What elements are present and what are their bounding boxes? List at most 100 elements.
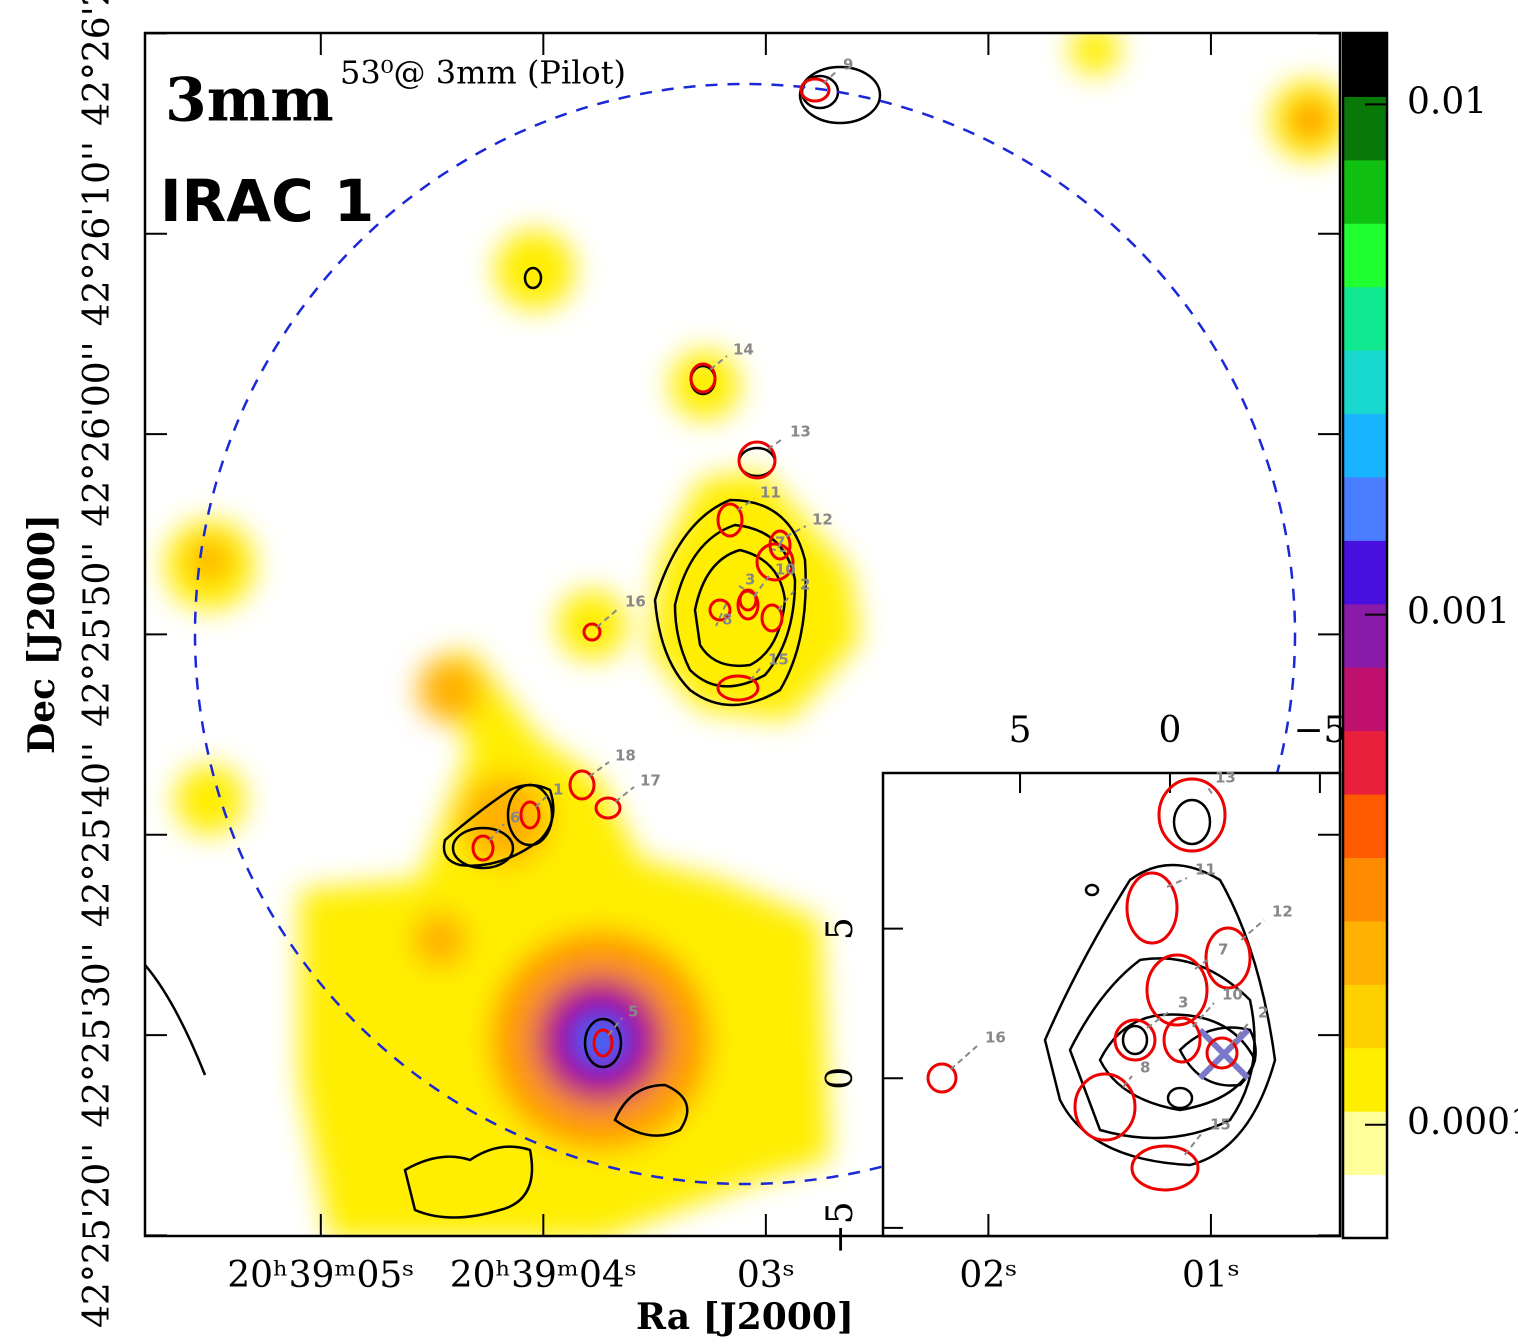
colorbar-swatch — [1343, 413, 1387, 478]
colorbar-swatch — [1343, 33, 1387, 97]
inset-source-ellipse — [1204, 926, 1252, 990]
source-label: 5 — [628, 1003, 638, 1021]
y-tick-label: 42°25'40'' — [77, 742, 118, 927]
source-leader — [607, 1017, 623, 1036]
colorbar-swatch — [1343, 286, 1387, 351]
colorbar-tick-label: 0.0001 — [1407, 1102, 1518, 1143]
beam-label: 53⁰@ 3mm (Pilot) — [340, 54, 626, 92]
source-leader — [753, 575, 770, 598]
source-ellipse — [708, 598, 732, 622]
source-leader — [715, 603, 727, 627]
source-ellipse — [716, 674, 760, 702]
source-ellipse — [568, 769, 596, 801]
y-tick-label: 42°26'00'' — [77, 342, 118, 527]
source-label: 8 — [722, 611, 732, 629]
source-label: 2 — [800, 576, 810, 594]
source-ellipse — [768, 529, 792, 561]
source-leader — [767, 437, 785, 451]
source-leader — [488, 823, 505, 842]
source-ellipse — [689, 362, 717, 394]
inset-source-leader — [1240, 919, 1265, 941]
source-ellipse — [592, 1028, 614, 1058]
y-tick-label: 42°26'10'' — [77, 141, 118, 326]
source-label: 3 — [745, 571, 755, 589]
source-ellipse — [716, 502, 744, 538]
source-label: 11 — [760, 484, 781, 502]
colorbar-frame — [1341, 31, 1389, 1240]
colorbar-swatch — [1343, 730, 1387, 795]
source-label: 15 — [768, 651, 789, 669]
inset-source-label: 7 — [1218, 941, 1228, 959]
y-tick-label: 42°25'30'' — [77, 943, 118, 1128]
inset-source-ellipse — [1113, 1018, 1157, 1062]
x-tick-label: 02ˢ — [959, 1255, 1017, 1296]
source-ellipse — [760, 603, 784, 633]
source-leader — [614, 786, 635, 803]
colorbar-swatch — [1343, 223, 1387, 288]
source-leader — [822, 70, 838, 85]
source-leader — [588, 761, 610, 778]
inset-source-ellipse — [1162, 1016, 1202, 1064]
source-leader — [777, 590, 795, 611]
source-label: 12 — [812, 511, 833, 529]
source-ellipse — [519, 800, 541, 830]
colorbar-swatch — [1343, 794, 1387, 858]
colorbar-swatch — [1343, 350, 1387, 415]
inset-source-label: 8 — [1140, 1059, 1150, 1077]
inset-source-ellipse — [1125, 871, 1179, 945]
inset-source-leader — [1146, 1010, 1171, 1029]
colorbar-swatch — [1343, 603, 1387, 668]
source-leader — [749, 665, 763, 682]
x-tick-label: 01ˢ — [1182, 1255, 1240, 1296]
source-label: 10 — [775, 561, 796, 579]
source-ellipse — [755, 542, 795, 582]
inset-source-leader — [1206, 785, 1213, 794]
colorbar-swatch — [1343, 96, 1387, 161]
inset-source-leader — [1230, 1020, 1251, 1045]
source-label: 18 — [615, 747, 636, 765]
source-ellipse — [582, 622, 602, 642]
colorbar-swatch — [1343, 667, 1387, 732]
inset-source-label: 15 — [1210, 1116, 1231, 1134]
inset-source-leader — [949, 1045, 978, 1071]
colorbar-swatch — [1343, 540, 1387, 605]
source-label: 1 — [553, 781, 563, 799]
source-label: 17 — [640, 772, 661, 790]
colorbar-tick-label: 0.01 — [1407, 81, 1487, 122]
source-label: 6 — [510, 809, 520, 827]
source-ellipse — [736, 589, 760, 621]
y-tick-label: 42°25'20'' — [77, 1143, 118, 1328]
x-tick-label: 03ˢ — [737, 1255, 795, 1296]
inset-source-ellipse — [926, 1062, 958, 1094]
inset-source-label: 13 — [1215, 769, 1236, 787]
inset-y-tick-label: −5 — [820, 1201, 861, 1254]
inset-x-tick-label: 5 — [1009, 710, 1032, 751]
source-ellipse — [737, 440, 777, 480]
inset: 5 0 −5 5 0 −5 13 11 12 7 3 10 2 8 15 16 — [820, 710, 1346, 1254]
x-axis-label: Ra [J2000] — [636, 1296, 854, 1338]
source-ellipse — [594, 796, 622, 820]
source-label: 16 — [625, 593, 646, 611]
inset-source-ellipse — [1073, 1072, 1137, 1142]
source-label: 7 — [775, 534, 785, 552]
inset-x-tick-label: 0 — [1159, 710, 1182, 751]
inset-frame — [881, 771, 1342, 1238]
colorbar-swatch — [1343, 476, 1387, 541]
inset-source-leader — [1166, 877, 1188, 888]
colorbar-swatch — [1343, 159, 1387, 224]
source-leader — [736, 498, 755, 512]
colorbar-swatch — [1343, 857, 1387, 922]
source-ellipse — [799, 77, 831, 103]
inset-source-ellipse — [1205, 1036, 1239, 1070]
inset-source-label: 10 — [1222, 986, 1243, 1004]
y-tick-label: 42°26'20'' — [77, 0, 118, 126]
source-label: 9 — [843, 56, 853, 74]
source-leader — [785, 525, 807, 538]
colorbar-swatch — [1343, 920, 1387, 985]
inset-source-label: 12 — [1272, 903, 1293, 921]
colorbar-swatch — [1343, 1047, 1387, 1112]
band-label: 3mm — [165, 66, 334, 136]
y-tick-label: 42°25'50'' — [77, 542, 118, 727]
source-leader — [709, 355, 728, 371]
